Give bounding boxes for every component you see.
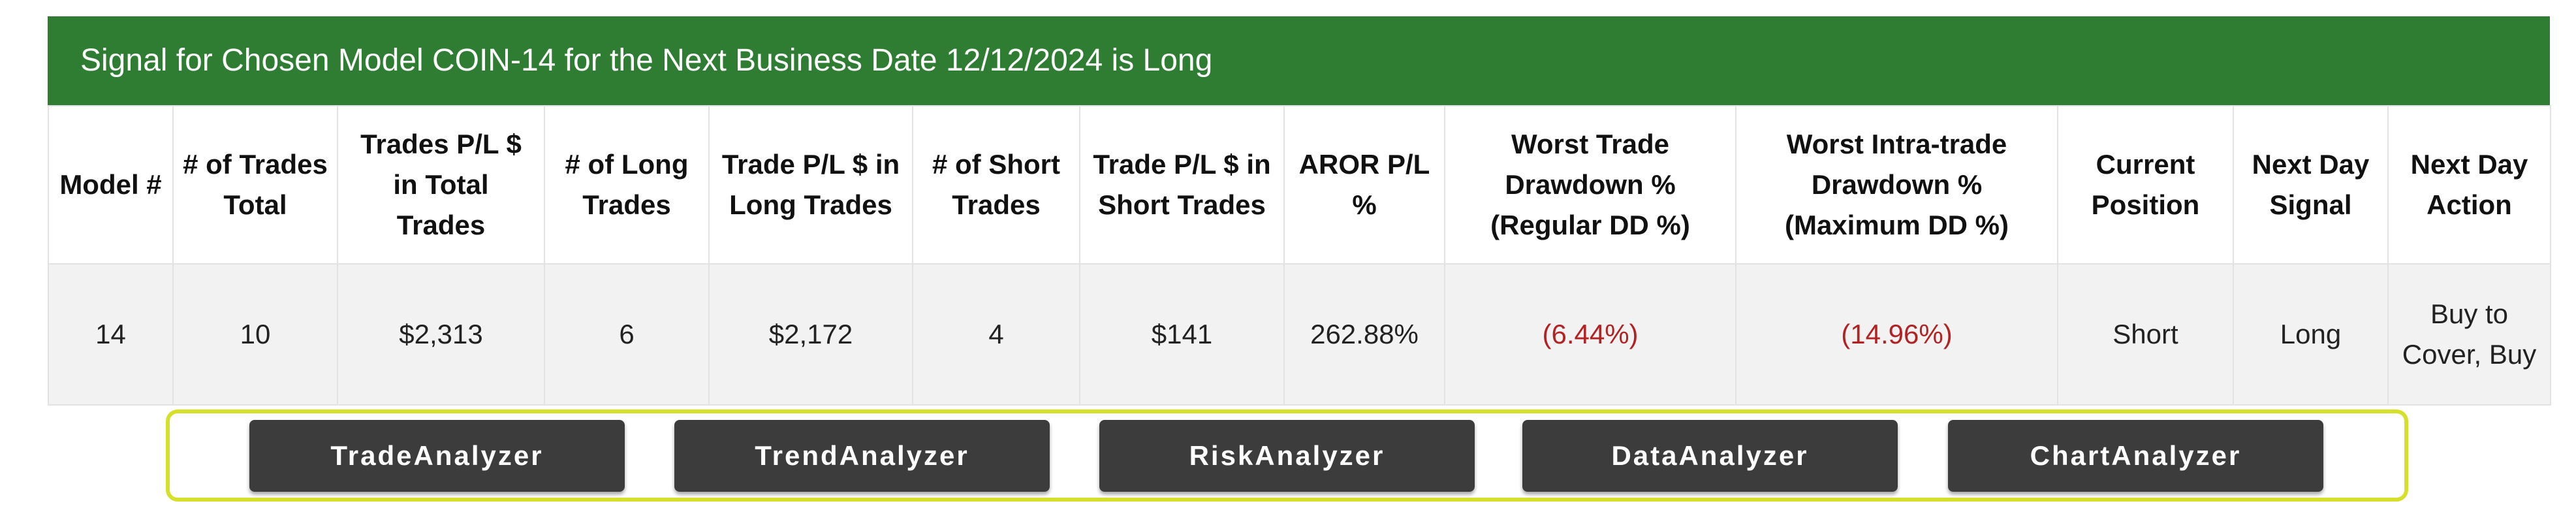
column-header: # of Long Trades [544, 105, 710, 264]
column-header: # of Trades Total [172, 105, 338, 264]
panel-title: Signal for Chosen Model COIN-14 for the … [48, 16, 2550, 105]
table-cell: $2,172 [708, 263, 913, 406]
table-row: 14 10 $2,313 6 $2,172 4 $141 262.88% (6.44%) (14.… [48, 263, 2551, 406]
column-header: Current Position [2057, 105, 2234, 264]
column-header: Trade P/L $ in Long Trades [708, 105, 913, 264]
analyzer-button[interactable]: ChartAnalyzer [1948, 420, 2323, 492]
table-cell: Short [2057, 263, 2234, 406]
table-body: 14 10 $2,313 6 $2,172 4 $141 262.88% (6.44%) (14.… [48, 263, 2551, 406]
column-header: Worst Trade Drawdown % (Regular DD %) [1444, 105, 1736, 264]
analyzer-button[interactable]: TrendAnalyzer [674, 420, 1050, 492]
analyzer-button[interactable]: RiskAnalyzer [1099, 420, 1475, 492]
column-header: Worst Intra-trade Drawdown % (Maximum DD… [1735, 105, 2058, 264]
table-cell: 4 [912, 263, 1080, 406]
column-header: Next Day Action [2387, 105, 2551, 264]
column-header: Trades P/L $ in Total Trades [337, 105, 545, 264]
table-cell: (6.44%) [1444, 263, 1736, 406]
signal-panel: Signal for Chosen Model COIN-14 for the … [48, 16, 2551, 406]
analyzer-button[interactable]: DataAnalyzer [1522, 420, 1898, 492]
table-cell: (14.96%) [1735, 263, 2058, 406]
table-cell: $2,313 [337, 263, 545, 406]
table-cell: 14 [48, 263, 174, 406]
column-header: Next Day Signal [2233, 105, 2389, 264]
header-row: Model # # of Trades Total Trades P/L $ in … [48, 105, 2551, 264]
table-cell: 6 [544, 263, 710, 406]
table-cell: Buy to Cover, Buy [2387, 263, 2551, 406]
column-header: AROR P/L % [1283, 105, 1445, 264]
column-header: Trade P/L $ in Short Trades [1079, 105, 1285, 264]
table-cell: Long [2233, 263, 2389, 406]
column-header: # of Short Trades [912, 105, 1080, 264]
table-cell: $141 [1079, 263, 1285, 406]
button-bar: TradeAnalyzer TrendAnalyzer RiskAnalyzer Da… [166, 409, 2408, 502]
column-header: Model # [48, 105, 174, 264]
analyzer-button[interactable]: TradeAnalyzer [249, 420, 625, 492]
table-cell: 10 [172, 263, 338, 406]
table-cell: 262.88% [1283, 263, 1445, 406]
results-table: Model # # of Trades Total Trades P/L $ in … [48, 105, 2551, 406]
